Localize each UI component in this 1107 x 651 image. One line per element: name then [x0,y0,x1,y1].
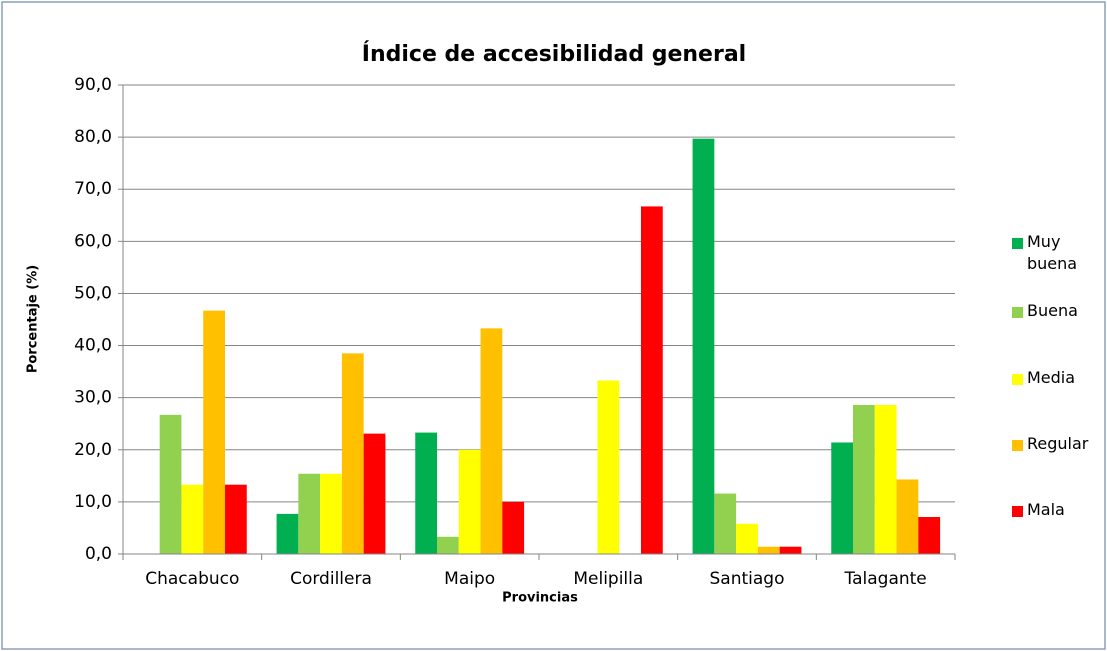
legend-item: Buena [1012,301,1102,322]
bar [640,206,663,554]
x-tick-label: Talagante [844,569,927,589]
legend-swatch [1012,238,1023,249]
bar [714,493,737,554]
bar [757,546,780,554]
legend-swatch [1012,440,1023,451]
bar [736,523,758,554]
x-tick-label: Santiago [710,569,785,589]
legend-swatch [1012,506,1023,517]
bar [298,473,321,554]
legend-swatch [1012,307,1023,318]
bar [415,432,438,554]
legend-swatch [1012,374,1023,385]
bar [159,414,182,554]
legend-label: Buena [1027,301,1078,320]
legend-label: Media [1027,368,1076,387]
bar [480,328,503,554]
bar [458,449,481,554]
y-tick-label: 0,0 [85,544,112,564]
y-axis-label: Porcentaje (%) [26,265,41,373]
bar [779,546,802,554]
bar [437,536,459,554]
y-tick-label: 40,0 [74,336,112,356]
x-tick-label: Chacabuco [145,569,239,589]
legend-item: Media [1012,368,1102,389]
legend-label: Regular [1027,434,1089,453]
legend-item: Muy buena [1012,232,1102,275]
legend-label: Mala [1027,500,1065,519]
legend-item: Mala [1012,500,1102,521]
bar [597,380,620,554]
bar [831,442,854,554]
bar [363,433,386,554]
x-tick-label: Cordillera [290,569,372,589]
legend-item: Regular [1012,434,1102,455]
bar [276,513,299,554]
legend-label: Muy buena [1027,232,1078,273]
x-axis-label: Provincias [502,591,578,606]
bar [692,138,715,554]
y-tick-label: 60,0 [74,231,112,251]
bar [224,484,247,554]
bar [874,404,897,554]
y-tick-label: 50,0 [74,283,112,303]
bar [502,501,525,554]
y-tick-label: 90,0 [74,75,112,95]
x-tick-label: Melipilla [573,569,643,589]
y-tick-label: 30,0 [74,388,112,408]
bar [181,484,204,554]
chart-title: Índice de accesibilidad general [362,41,746,67]
bar [896,479,919,554]
bar [203,310,225,554]
y-tick-label: 10,0 [74,492,112,512]
bar [341,353,364,554]
bar [320,473,342,554]
y-tick-label: 70,0 [74,179,112,199]
bar [853,404,875,554]
y-tick-label: 80,0 [74,127,112,147]
y-tick-label: 20,0 [74,440,112,460]
x-tick-label: Maipo [444,569,495,589]
bar [918,517,941,554]
